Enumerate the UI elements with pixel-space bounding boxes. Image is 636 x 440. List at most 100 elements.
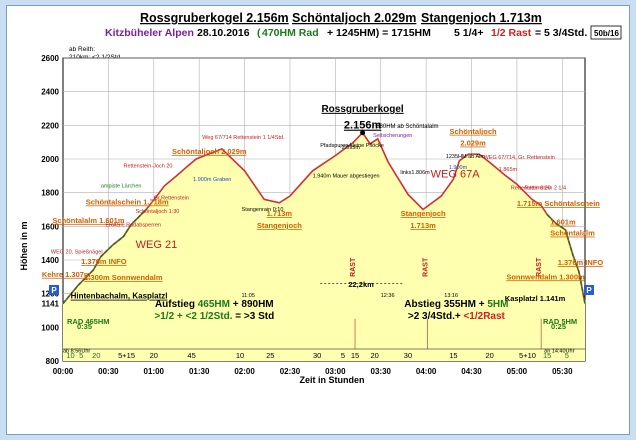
peak-label-schoentalalm-left: Schöntalalm 1.601m xyxy=(52,216,124,225)
elevation-profile-chart: Rossgruberkogel 2.156m Schöntaljoch 2.02… xyxy=(19,11,622,385)
info-right-label: 1.376m INFO xyxy=(558,258,604,267)
segment-minutes: 5 xyxy=(79,351,83,360)
bike-route-left xyxy=(62,208,147,305)
hm-total: + 1245HM) = 1715HM xyxy=(327,27,431,39)
peak-label-schoentalalm-right-h: 1.601m xyxy=(550,218,576,227)
peak-label-stangen-right-h: 1.713m xyxy=(410,221,436,230)
segment-minutes: 30 xyxy=(313,351,321,360)
y-tick-label: 2200 xyxy=(41,121,59,130)
annotations: 10 5 20 5+15 20 45 10 25 30 5 15 20 30 15 20 5+10 15 5 RAD… xyxy=(42,104,604,360)
ascent-prefix: Aufstieg xyxy=(155,299,198,310)
x-tick-label: 01:00 xyxy=(144,367,165,376)
badge-label: 50b/16 xyxy=(594,29,619,38)
small-annotation: Pfadspuren kleine Pflöcke xyxy=(320,143,384,149)
parking-icon-label: P xyxy=(586,286,592,295)
y-tick-label: 2000 xyxy=(41,155,59,164)
route-label: WEG 67A xyxy=(431,169,481,181)
segment-minutes: 15 xyxy=(351,351,359,360)
small-annotation: ERAST, Radabsperren xyxy=(105,222,161,228)
y-axis-ticks: 8001000114112001400160018002000220024002… xyxy=(41,54,59,366)
segment-minutes: 30 xyxy=(404,351,412,360)
rest-label: RAST xyxy=(350,257,357,277)
ascent-line-2: >1/2 + <2 1/2Std. = >3 Std xyxy=(154,311,274,322)
peak-label-schoental-left: Schöntaljoch 2.029m xyxy=(172,147,247,156)
parking-icon xyxy=(49,284,59,295)
x-tick-label: 00:00 xyxy=(53,367,74,376)
title-part-3: Stangenjoch 1.713m xyxy=(421,11,542,25)
region-label: Kitzbüheler Alpen xyxy=(105,27,194,39)
small-annotation: Seilsicherungen xyxy=(373,133,412,139)
small-annotation: Schöntaljoch 1:30 xyxy=(136,209,180,215)
summit-marker xyxy=(360,130,366,136)
small-annotation: 1.900m xyxy=(449,165,468,171)
summit-name: Rossgruberkogel xyxy=(321,104,403,115)
segment-minutes: 25 xyxy=(266,351,274,360)
segment-minutes: 5+15 xyxy=(118,351,135,360)
small-annotation: Stangenrain 0:10 xyxy=(242,207,284,213)
distance-label: 22,2km xyxy=(348,280,374,289)
peak-label-schoental-right-h: 2.029m xyxy=(460,139,486,148)
peak-label-schoental-right-n: Schöntaljoch xyxy=(449,127,497,136)
x-axis-ticks: 00:00 00:30 01:00 01:30 02:00 02:30 03:00 03:30… xyxy=(53,367,573,376)
segment-minutes: 15 xyxy=(449,351,457,360)
segment-minutes: 45 xyxy=(187,351,195,360)
small-annotation: 1.940m Mauer abgestiegen xyxy=(313,174,380,180)
segment-minutes: 10 xyxy=(236,351,244,360)
bike-route-right xyxy=(546,213,586,304)
small-annotation: 1.900m Graben xyxy=(193,177,231,183)
small-annotation: an 14:40Uhr xyxy=(544,349,574,355)
ascent-bike-hm: 465HM xyxy=(198,299,230,310)
x-tick-label: 05:30 xyxy=(552,367,573,376)
end-label: Kasplatzl 1.141m xyxy=(505,294,566,303)
descent-line-2: >2 3/4Std.+ <1/2Rast xyxy=(408,311,506,322)
segment-minutes: 15 xyxy=(543,351,551,360)
bike-left-label: RAD 465HM xyxy=(67,317,110,326)
segment-minutes: 20 xyxy=(371,351,379,360)
y-axis-label: Höhen in m xyxy=(19,222,29,271)
small-annotation: 1235HM ab Alm xyxy=(446,154,486,160)
peak-label-schein-left: Schöntalschein 1.718m xyxy=(86,197,169,206)
note-line-1: ab Reith: xyxy=(69,46,95,53)
hm-bike: 470HM Rad xyxy=(262,27,319,39)
sonnwendalm-left-label: 1.300m Sonnwendalm xyxy=(84,273,163,282)
x-tick-label: 03:30 xyxy=(371,367,392,376)
descent-prefix: Abstieg 355HM + xyxy=(404,299,487,310)
x-tick-label: 02:00 xyxy=(234,367,255,376)
parking-icon-label: P xyxy=(51,286,57,295)
ascent-line-1: Aufstieg 465HM + 890HM xyxy=(155,299,274,310)
segment-minutes: 5+10 xyxy=(519,351,536,360)
descent-time: >2 3/4Std.+ xyxy=(408,311,464,322)
ascent-walk-hm: + 890HM xyxy=(230,299,274,310)
x-tick-label: 01:30 xyxy=(189,367,210,376)
y-tick-label: 1400 xyxy=(41,256,59,265)
y-tick-label: 800 xyxy=(46,357,60,366)
descent-line-1: Abstieg 355HM + 5HM xyxy=(404,299,508,310)
badge-box xyxy=(590,25,622,40)
peak-label-stangen-left-h: 1.713m xyxy=(267,209,293,218)
ascent-time: >1/2 + <2 1/2Std. xyxy=(154,311,232,322)
summit-height: 2.156m xyxy=(344,120,382,132)
y-tick-label: 1800 xyxy=(41,189,59,198)
kehre-label: Kehre 1.307m xyxy=(42,270,91,279)
y-tick-label: 2600 xyxy=(41,54,59,63)
bike-right-label: RAD 5HM xyxy=(543,317,577,326)
title-part-1: Rossgruberkogel 2.156m xyxy=(140,11,289,25)
x-tick-label: 04:00 xyxy=(416,367,437,376)
small-annotation: ab 8:56Uhr xyxy=(63,349,90,355)
start-label: Hintenbachalm, Kasplatzl xyxy=(71,292,168,301)
segment-minutes: 5 xyxy=(565,351,569,360)
total-time: = 5 3/4Std. xyxy=(535,27,587,39)
info-left-label: 1.376m INFO xyxy=(81,257,127,266)
peak-label-stangen-left-n: Stangenjoch xyxy=(257,221,302,230)
y-tick-label: 1600 xyxy=(41,222,59,231)
ascent-total: = >3 Std xyxy=(233,311,275,322)
rest-label: RAST xyxy=(423,257,430,277)
segment-minutes: 10 xyxy=(66,351,74,360)
segment-minutes: 5 xyxy=(341,351,345,360)
small-annotation: 13:16 xyxy=(444,293,458,299)
x-tick-label: 03:00 xyxy=(325,367,346,376)
small-annotation: 12:36 xyxy=(381,293,395,299)
peak-label-schoentalalm-right-n: Schöntalalm xyxy=(550,229,595,238)
stats-open: ( xyxy=(257,27,261,39)
small-annotation: Rettenstein 2 1/4 xyxy=(524,185,566,191)
